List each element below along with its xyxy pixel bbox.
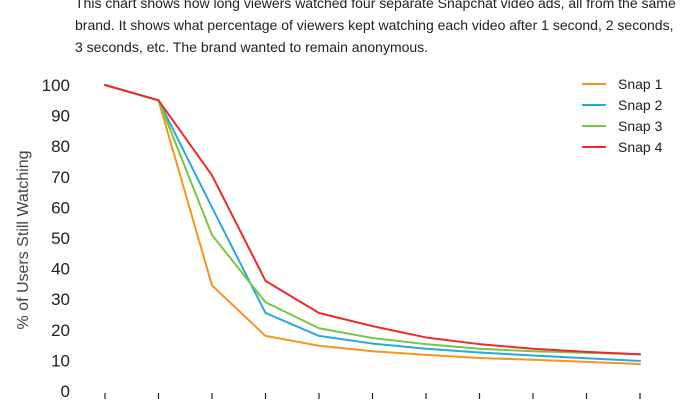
- y-tick-label: 100: [42, 76, 70, 95]
- y-tick-label: 80: [51, 137, 70, 156]
- y-tick-label: 60: [51, 198, 70, 217]
- series-line-snap-4: [104, 84, 641, 356]
- y-tick-label: 30: [51, 290, 70, 309]
- y-tick-label: 10: [51, 351, 70, 370]
- y-tick-label: 70: [51, 168, 70, 187]
- series-line-snap-1: [104, 84, 641, 366]
- y-axis-title-group: % of Users Still Watching: [15, 150, 32, 329]
- legend-label: Snap 1: [618, 76, 663, 92]
- y-axis-ticks: 0 10 20 30 40 50 60 70 80 90 100: [42, 76, 70, 400]
- y-axis-title: % of Users Still Watching: [15, 150, 32, 329]
- chart-description: This chart shows how long viewers watche…: [75, 0, 685, 58]
- series-lines: [104, 84, 641, 366]
- y-tick-label: 50: [51, 229, 70, 248]
- y-tick-label: 20: [51, 321, 70, 340]
- legend-label: Snap 2: [618, 97, 663, 113]
- legend-label: Snap 4: [618, 139, 663, 155]
- series-line-snap-3: [104, 84, 641, 356]
- y-tick-label: 90: [51, 107, 70, 126]
- y-tick-label: 40: [51, 260, 70, 279]
- y-tick-label: 0: [61, 382, 70, 400]
- legend-label: Snap 3: [618, 118, 663, 134]
- x-axis: [104, 393, 641, 399]
- series-line-snap-2: [104, 84, 641, 363]
- chart-description-text: This chart shows how long viewers watche…: [75, 0, 676, 55]
- legend: Snap 1 Snap 2 Snap 3 Snap 4: [582, 76, 663, 155]
